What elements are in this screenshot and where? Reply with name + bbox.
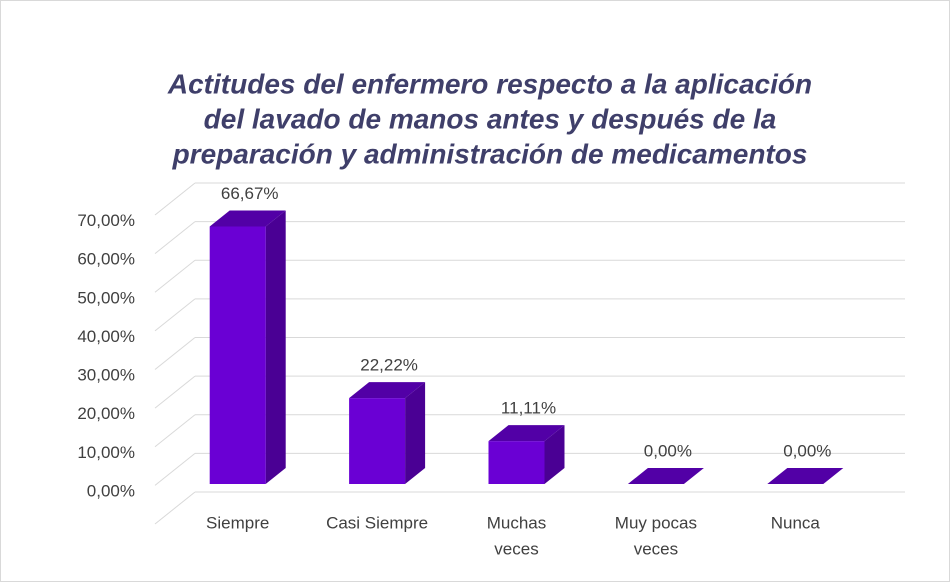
y-tick-label: 60,00% [77,250,135,269]
bar-front [209,226,266,484]
bar-top [209,210,286,227]
y-tick-label: 10,00% [77,443,135,462]
bar-front [349,398,406,484]
bar-side [544,425,565,484]
x-tick-label: Muy pocas [615,513,697,532]
grid-line [154,337,196,370]
value-label: 11,11% [501,399,556,418]
x-tick-label: veces [494,539,538,558]
bar [349,382,426,484]
grid-line [154,298,196,332]
bar [488,425,565,484]
grid-line [154,375,196,409]
value-label: 66,67% [221,184,279,203]
bar [209,210,286,484]
bar [627,468,704,484]
y-tick-label: 70,00% [77,211,135,230]
chart-title: preparación y administración de medicame… [172,138,808,169]
bar-front [488,441,545,484]
y-tick-label: 40,00% [77,327,135,346]
x-tick-label: Casi Siempre [326,513,428,532]
bar-side [405,382,426,484]
y-tick-label: 30,00% [77,366,135,385]
bar-top [349,382,426,399]
grid-line [154,414,196,448]
chart-title: del lavado de manos antes y después de l… [204,103,777,134]
value-label: 22,22% [360,356,418,375]
y-tick-label: 50,00% [77,288,135,307]
y-tick-label: 20,00% [77,404,135,423]
bar-side [265,210,286,484]
chart-title: Actitudes del enfermero respecto a la ap… [167,68,812,99]
x-tick-label: veces [634,539,678,558]
bar-top [627,468,704,484]
x-tick-label: Siempre [206,513,269,532]
y-tick-label: 0,00% [87,481,135,500]
grid-line [154,182,196,216]
bar-top [767,468,844,484]
x-tick-label: Nunca [771,513,821,532]
grid-line [154,491,196,525]
grid-line [154,221,196,255]
bar [767,468,844,484]
grid-line [154,452,196,486]
x-tick-label: Muchas [487,513,547,532]
value-label: 0,00% [783,441,831,460]
value-label: 0,00% [644,441,692,460]
grid-line [154,259,196,293]
bar-top [488,425,565,442]
